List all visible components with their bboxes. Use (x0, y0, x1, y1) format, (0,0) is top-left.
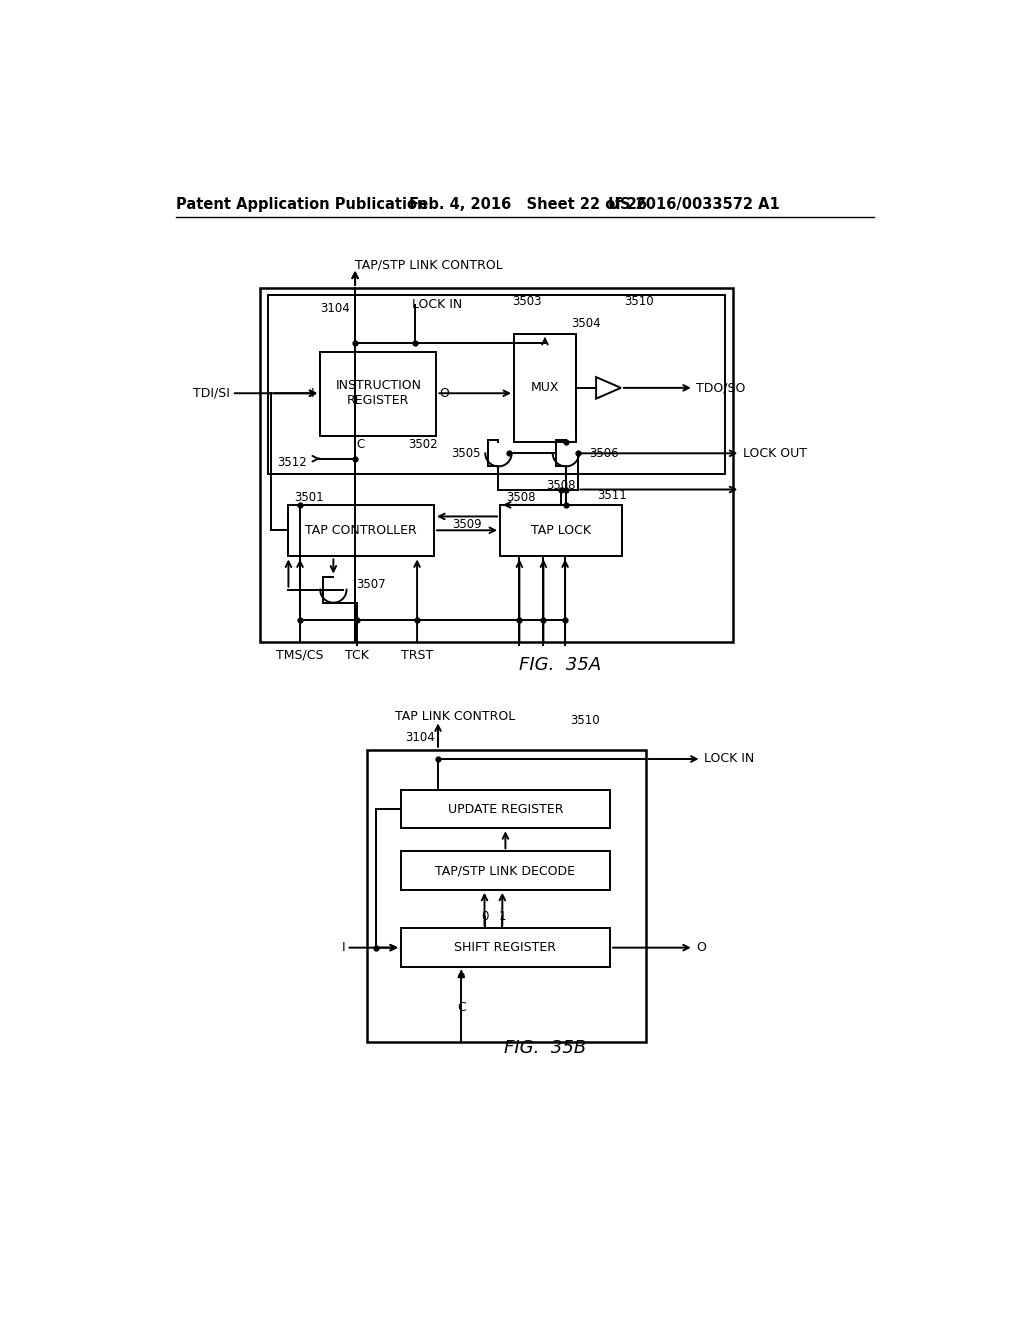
Text: O: O (696, 941, 706, 954)
Text: 3503: 3503 (512, 296, 542, 308)
Bar (367, 750, 646, 1043)
Text: 3502: 3502 (409, 437, 438, 450)
Text: TAP LINK CONTROL: TAP LINK CONTROL (395, 710, 516, 723)
Text: TAP LOCK: TAP LOCK (531, 524, 591, 537)
Text: C: C (457, 1001, 466, 1014)
Text: INSTRUCTION: INSTRUCTION (335, 379, 421, 392)
Text: US 2016/0033572 A1: US 2016/0033572 A1 (608, 197, 780, 213)
Text: 3104: 3104 (321, 302, 350, 315)
Text: LOCK IN: LOCK IN (703, 752, 754, 766)
Text: REGISTER: REGISTER (347, 395, 410, 408)
Bar (267, 296, 725, 474)
Text: 3510: 3510 (569, 714, 599, 727)
Text: LOCK IN: LOCK IN (413, 298, 463, 312)
Text: LOCK OUT: LOCK OUT (742, 446, 807, 459)
Text: I: I (310, 387, 314, 400)
Polygon shape (596, 378, 621, 399)
Text: TRST: TRST (401, 648, 433, 661)
Text: FIG.  35B: FIG. 35B (504, 1039, 586, 1057)
Bar (500, 504, 623, 557)
Text: I: I (341, 941, 345, 954)
Text: TAP/STP LINK CONTROL: TAP/STP LINK CONTROL (355, 259, 503, 271)
Text: O: O (439, 387, 450, 400)
Text: TDI/SI: TDI/SI (194, 387, 230, 400)
Bar (400, 928, 610, 966)
Text: FIG.  35A: FIG. 35A (519, 656, 602, 675)
Text: Feb. 4, 2016   Sheet 22 of 26: Feb. 4, 2016 Sheet 22 of 26 (409, 197, 646, 213)
Text: SHIFT REGISTER: SHIFT REGISTER (455, 941, 556, 954)
Bar (400, 851, 610, 890)
Bar (289, 504, 434, 557)
Text: UPDATE REGISTER: UPDATE REGISTER (447, 803, 563, 816)
Text: TMS/CS: TMS/CS (276, 648, 324, 661)
Bar (260, 288, 732, 642)
Text: TCK: TCK (345, 648, 369, 661)
Text: 3505: 3505 (452, 446, 480, 459)
Text: 3508: 3508 (547, 479, 575, 492)
Text: C: C (356, 437, 365, 450)
Text: 3501: 3501 (295, 491, 325, 504)
Text: 3508: 3508 (506, 491, 536, 504)
Text: 3509: 3509 (452, 517, 481, 531)
Text: 3511: 3511 (597, 490, 627, 502)
Text: MUX: MUX (530, 381, 559, 395)
Text: 3510: 3510 (624, 296, 653, 308)
Text: 3506: 3506 (589, 446, 618, 459)
Bar (321, 352, 436, 436)
Text: 1: 1 (499, 911, 506, 924)
Bar (400, 789, 610, 829)
Text: Patent Application Publication: Patent Application Publication (176, 197, 428, 213)
Text: 3504: 3504 (571, 317, 601, 330)
Text: TAP/STP LINK DECODE: TAP/STP LINK DECODE (435, 865, 575, 878)
Text: TDO/SO: TDO/SO (696, 381, 745, 395)
Bar (514, 334, 575, 442)
Text: 3512: 3512 (276, 455, 306, 469)
Text: 3507: 3507 (356, 578, 386, 591)
Text: 3104: 3104 (406, 731, 435, 744)
Text: TAP CONTROLLER: TAP CONTROLLER (305, 524, 417, 537)
Text: 0: 0 (481, 911, 488, 924)
